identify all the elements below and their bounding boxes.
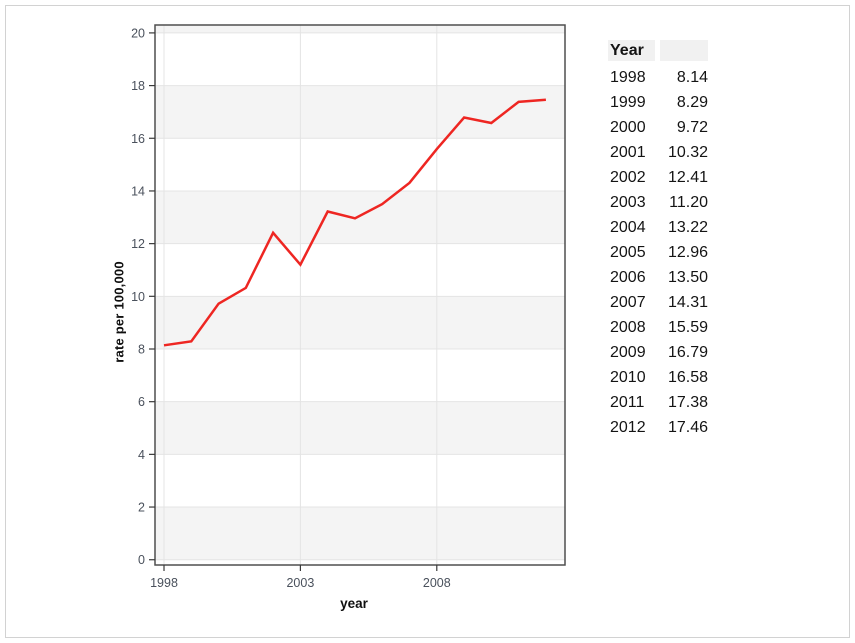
table-row: 2008 15.59: [608, 315, 708, 340]
y-tick-label: 18: [131, 79, 145, 93]
table-cell-value: 13.50: [667, 268, 708, 286]
table-cell-value: 16.79: [667, 343, 708, 361]
y-tick-label: 4: [138, 448, 145, 462]
table-body: 1998 8.14 1999 8.29 2000 9.72 2001 10.32 2002 12.…: [608, 65, 708, 440]
y-tick-label: 6: [138, 395, 145, 409]
y-axis-title: rate per 100,000: [111, 261, 127, 363]
y-tick-label: 2: [138, 501, 145, 515]
table-cell-year: 2004: [610, 218, 646, 236]
band-stripe: [155, 401, 565, 455]
table-cell-value: 13.22: [667, 218, 708, 236]
line-chart: 0 2 4 6 8 10 12 14 16 18 20 1998 2003 2008 rate per 1…: [111, 24, 566, 611]
band-stripe: [155, 25, 565, 33]
table-header-value: [660, 40, 708, 61]
table-cell-year: 2008: [610, 318, 646, 336]
y-tick-label: 10: [131, 290, 145, 304]
table-cell-value: 17.38: [667, 393, 708, 411]
data-table: Year 1998 8.14 1999 8.29 2000 9.72 2001 10.32 20…: [608, 40, 708, 440]
table-cell-year: 2006: [610, 268, 646, 286]
table-cell-value: 16.58: [667, 368, 708, 386]
table-cell-year: 2007: [610, 293, 646, 311]
table-row: 2009 16.79: [608, 340, 708, 365]
table-cell-value: 9.72: [676, 118, 708, 136]
table-row: 2002 12.41: [608, 165, 708, 190]
band-stripe: [155, 190, 565, 244]
band-stripe: [155, 85, 565, 139]
y-tick-label: 8: [138, 343, 145, 357]
table-row: 2007 14.31: [608, 290, 708, 315]
x-tick-label: 2008: [423, 576, 451, 590]
table-cell-value: 17.46: [667, 418, 708, 436]
table-header-year: Year: [608, 40, 655, 61]
table-row: 2010 16.58: [608, 365, 708, 390]
table-cell-value: 14.31: [667, 293, 708, 311]
y-tick-label: 20: [131, 26, 145, 40]
x-tick-label: 1998: [150, 576, 178, 590]
table-cell-year: 2003: [610, 193, 646, 211]
y-tick-label: 12: [131, 237, 145, 251]
band-stripe: [155, 296, 565, 349]
table-row: 2003 11.20: [608, 190, 708, 215]
table-cell-year: 2012: [610, 418, 646, 436]
table-header-row: Year: [608, 40, 708, 61]
table-cell-year: 1998: [610, 68, 646, 86]
y-tick-label: 0: [138, 553, 145, 567]
table-cell-value: 8.29: [676, 93, 708, 111]
band-stripe: [155, 507, 565, 560]
y-tick-label: 14: [131, 184, 145, 198]
table-cell-year: 1999: [610, 93, 646, 111]
table-cell-value: 12.41: [667, 168, 708, 186]
table-cell-year: 2005: [610, 243, 646, 261]
table-cell-value: 11.20: [669, 193, 708, 211]
table-row: 2005 12.96: [608, 240, 708, 265]
table-cell-year: 2000: [610, 118, 646, 136]
table-row: 2012 17.46: [608, 415, 708, 440]
y-tick-label: 16: [131, 132, 145, 146]
table-cell-year: 2001: [610, 143, 646, 161]
table-cell-year: 2009: [610, 343, 646, 361]
plot-svg: 0 2 4 6 8 10 12 14 16 18 20 1998 2003 2008: [131, 24, 566, 590]
table-row: 2004 13.22: [608, 215, 708, 240]
table-row: 2001 10.32: [608, 140, 708, 165]
x-axis-title: year: [340, 596, 368, 611]
table-cell-year: 2002: [610, 168, 646, 186]
x-tick-label: 2003: [286, 576, 314, 590]
table-cell-year: 2011: [610, 393, 645, 411]
table-cell-value: 15.59: [667, 318, 708, 336]
table-row: 2006 13.50: [608, 265, 708, 290]
table-row: 1999 8.29: [608, 90, 708, 115]
table-row: 1998 8.14: [608, 65, 708, 90]
table-cell-value: 10.32: [667, 143, 708, 161]
table-cell-value: 8.14: [676, 68, 708, 86]
table-row: 2000 9.72: [608, 115, 708, 140]
panel-border: [154, 24, 566, 566]
table-cell-year: 2010: [610, 368, 646, 386]
table-cell-value: 12.96: [667, 243, 708, 261]
table-row: 2011 17.38: [608, 390, 708, 415]
series-line: [163, 98, 546, 347]
